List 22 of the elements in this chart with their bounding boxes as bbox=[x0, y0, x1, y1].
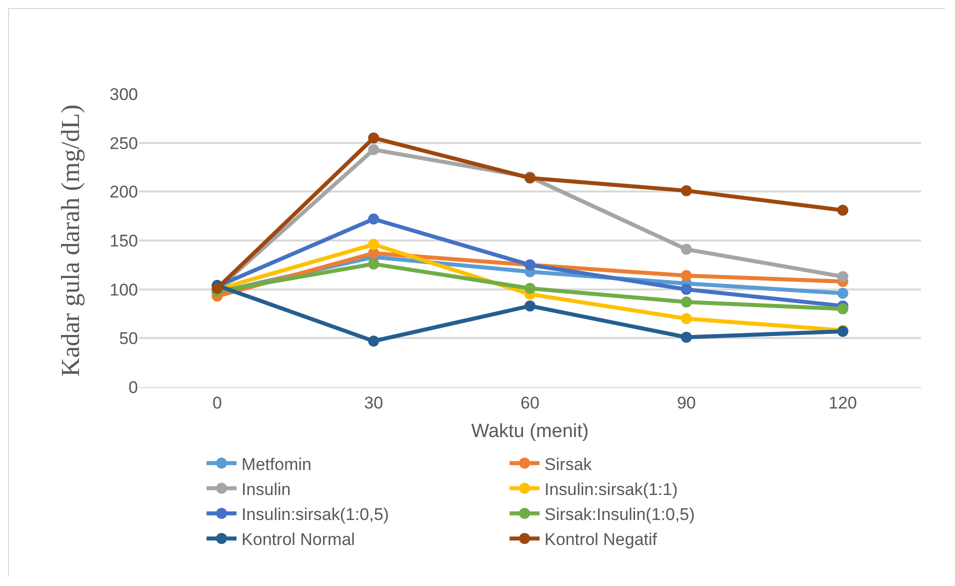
x-axis-title: Waktu (menit) bbox=[471, 421, 589, 442]
y-tick-label: 50 bbox=[119, 329, 138, 348]
x-tick-label: 30 bbox=[364, 393, 384, 412]
y-tick-label: 150 bbox=[110, 231, 138, 250]
legend-label: Insulin:sirsak(1:0,5) bbox=[242, 504, 389, 524]
x-tick-label: 60 bbox=[520, 393, 540, 412]
x-tick-label: 90 bbox=[676, 393, 696, 412]
y-tick-label: 300 bbox=[110, 84, 138, 104]
y-axis-title: Kadar gula darah (mg/dL) bbox=[56, 104, 86, 377]
y-tick-label: 200 bbox=[110, 182, 138, 202]
x-tick-label: 120 bbox=[828, 393, 857, 412]
legend-label: Kontrol Normal bbox=[242, 530, 355, 550]
legend-label: Insulin bbox=[242, 480, 291, 499]
legend-label: Sirsak:Insulin(1:0,5) bbox=[544, 504, 695, 524]
y-tick-label: 0 bbox=[128, 378, 138, 397]
x-tick-label: 0 bbox=[212, 393, 222, 412]
legend-label: Metfomin bbox=[242, 454, 312, 474]
y-tick-label: 250 bbox=[110, 134, 138, 153]
legend-label: Kontrol Negatif bbox=[544, 530, 658, 550]
legend-label: Sirsak bbox=[544, 454, 592, 474]
legend-label: Insulin:sirsak(1:1) bbox=[544, 480, 678, 499]
y-tick-label: 100 bbox=[110, 280, 138, 300]
